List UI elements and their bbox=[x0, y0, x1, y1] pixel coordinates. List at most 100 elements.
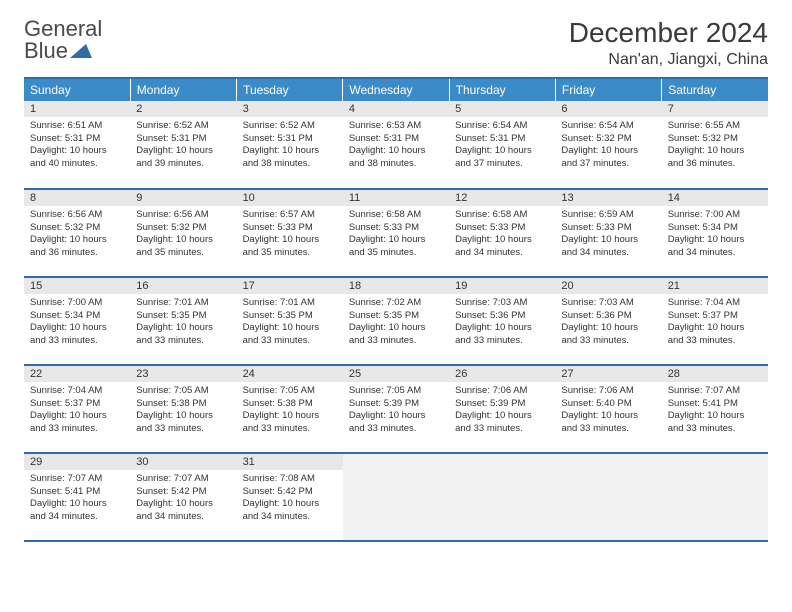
calendar-day-cell: 22Sunrise: 7:04 AMSunset: 5:37 PMDayligh… bbox=[24, 365, 130, 453]
day-body: Sunrise: 7:07 AMSunset: 5:42 PMDaylight:… bbox=[130, 470, 236, 528]
day-body: Sunrise: 6:56 AMSunset: 5:32 PMDaylight:… bbox=[24, 206, 130, 264]
calendar-day-cell: 18Sunrise: 7:02 AMSunset: 5:35 PMDayligh… bbox=[343, 277, 449, 365]
calendar-day-cell: 31Sunrise: 7:08 AMSunset: 5:42 PMDayligh… bbox=[237, 453, 343, 541]
day-number: 29 bbox=[24, 454, 130, 470]
day-body: Sunrise: 6:54 AMSunset: 5:31 PMDaylight:… bbox=[449, 117, 555, 175]
weekday-header: Tuesday bbox=[237, 78, 343, 101]
logo: General Blue bbox=[24, 18, 102, 62]
calendar-week-row: 1Sunrise: 6:51 AMSunset: 5:31 PMDaylight… bbox=[24, 101, 768, 189]
calendar-day-cell: 2Sunrise: 6:52 AMSunset: 5:31 PMDaylight… bbox=[130, 101, 236, 189]
day-body: Sunrise: 7:01 AMSunset: 5:35 PMDaylight:… bbox=[130, 294, 236, 352]
day-number: 31 bbox=[237, 454, 343, 470]
day-number: 28 bbox=[662, 366, 768, 382]
day-number: 20 bbox=[555, 278, 661, 294]
calendar-day-cell: 10Sunrise: 6:57 AMSunset: 5:33 PMDayligh… bbox=[237, 189, 343, 277]
weekday-header: Saturday bbox=[662, 78, 768, 101]
day-body: Sunrise: 7:06 AMSunset: 5:40 PMDaylight:… bbox=[555, 382, 661, 440]
day-body: Sunrise: 7:04 AMSunset: 5:37 PMDaylight:… bbox=[24, 382, 130, 440]
day-body: Sunrise: 6:52 AMSunset: 5:31 PMDaylight:… bbox=[130, 117, 236, 175]
day-number: 27 bbox=[555, 366, 661, 382]
calendar-day-cell: 16Sunrise: 7:01 AMSunset: 5:35 PMDayligh… bbox=[130, 277, 236, 365]
day-body: Sunrise: 7:05 AMSunset: 5:39 PMDaylight:… bbox=[343, 382, 449, 440]
calendar-day-cell: 1Sunrise: 6:51 AMSunset: 5:31 PMDaylight… bbox=[24, 101, 130, 189]
calendar-day-cell: 23Sunrise: 7:05 AMSunset: 5:38 PMDayligh… bbox=[130, 365, 236, 453]
day-number: 2 bbox=[130, 101, 236, 117]
calendar-day-cell: 27Sunrise: 7:06 AMSunset: 5:40 PMDayligh… bbox=[555, 365, 661, 453]
calendar-day-cell: 11Sunrise: 6:58 AMSunset: 5:33 PMDayligh… bbox=[343, 189, 449, 277]
calendar-body: 1Sunrise: 6:51 AMSunset: 5:31 PMDaylight… bbox=[24, 101, 768, 541]
day-number: 26 bbox=[449, 366, 555, 382]
day-number: 9 bbox=[130, 190, 236, 206]
weekday-header: Sunday bbox=[24, 78, 130, 101]
calendar-week-row: 15Sunrise: 7:00 AMSunset: 5:34 PMDayligh… bbox=[24, 277, 768, 365]
calendar-day-cell: 17Sunrise: 7:01 AMSunset: 5:35 PMDayligh… bbox=[237, 277, 343, 365]
calendar-day-cell: 25Sunrise: 7:05 AMSunset: 5:39 PMDayligh… bbox=[343, 365, 449, 453]
day-number: 23 bbox=[130, 366, 236, 382]
day-number: 1 bbox=[24, 101, 130, 117]
weekday-header: Thursday bbox=[449, 78, 555, 101]
day-number: 6 bbox=[555, 101, 661, 117]
calendar-day-cell: 30Sunrise: 7:07 AMSunset: 5:42 PMDayligh… bbox=[130, 453, 236, 541]
calendar-week-row: 29Sunrise: 7:07 AMSunset: 5:41 PMDayligh… bbox=[24, 453, 768, 541]
day-body: Sunrise: 6:58 AMSunset: 5:33 PMDaylight:… bbox=[449, 206, 555, 264]
calendar-day-cell: 8Sunrise: 6:56 AMSunset: 5:32 PMDaylight… bbox=[24, 189, 130, 277]
logo-line1: General bbox=[24, 18, 102, 40]
day-number: 8 bbox=[24, 190, 130, 206]
calendar-day-cell: 20Sunrise: 7:03 AMSunset: 5:36 PMDayligh… bbox=[555, 277, 661, 365]
header: General Blue December 2024 Nan'an, Jiang… bbox=[24, 18, 768, 69]
logo-triangle-icon bbox=[70, 40, 92, 62]
day-number: 17 bbox=[237, 278, 343, 294]
day-body: Sunrise: 6:52 AMSunset: 5:31 PMDaylight:… bbox=[237, 117, 343, 175]
calendar-day-cell: 3Sunrise: 6:52 AMSunset: 5:31 PMDaylight… bbox=[237, 101, 343, 189]
day-body: Sunrise: 7:03 AMSunset: 5:36 PMDaylight:… bbox=[449, 294, 555, 352]
location: Nan'an, Jiangxi, China bbox=[569, 51, 768, 69]
calendar-day-cell: 21Sunrise: 7:04 AMSunset: 5:37 PMDayligh… bbox=[662, 277, 768, 365]
day-body: Sunrise: 6:59 AMSunset: 5:33 PMDaylight:… bbox=[555, 206, 661, 264]
calendar-day-cell: 7Sunrise: 6:55 AMSunset: 5:32 PMDaylight… bbox=[662, 101, 768, 189]
day-body: Sunrise: 7:07 AMSunset: 5:41 PMDaylight:… bbox=[24, 470, 130, 528]
calendar-table: SundayMondayTuesdayWednesdayThursdayFrid… bbox=[24, 77, 768, 542]
calendar-day-cell bbox=[343, 453, 449, 541]
calendar-day-cell bbox=[449, 453, 555, 541]
calendar-day-cell: 26Sunrise: 7:06 AMSunset: 5:39 PMDayligh… bbox=[449, 365, 555, 453]
calendar-day-cell: 13Sunrise: 6:59 AMSunset: 5:33 PMDayligh… bbox=[555, 189, 661, 277]
day-body: Sunrise: 7:00 AMSunset: 5:34 PMDaylight:… bbox=[662, 206, 768, 264]
day-body: Sunrise: 7:06 AMSunset: 5:39 PMDaylight:… bbox=[449, 382, 555, 440]
day-body: Sunrise: 7:03 AMSunset: 5:36 PMDaylight:… bbox=[555, 294, 661, 352]
day-number: 4 bbox=[343, 101, 449, 117]
day-number: 25 bbox=[343, 366, 449, 382]
day-number: 10 bbox=[237, 190, 343, 206]
day-body: Sunrise: 7:05 AMSunset: 5:38 PMDaylight:… bbox=[237, 382, 343, 440]
day-body: Sunrise: 7:08 AMSunset: 5:42 PMDaylight:… bbox=[237, 470, 343, 528]
day-number: 16 bbox=[130, 278, 236, 294]
calendar-day-cell: 19Sunrise: 7:03 AMSunset: 5:36 PMDayligh… bbox=[449, 277, 555, 365]
day-body: Sunrise: 7:05 AMSunset: 5:38 PMDaylight:… bbox=[130, 382, 236, 440]
calendar-week-row: 8Sunrise: 6:56 AMSunset: 5:32 PMDaylight… bbox=[24, 189, 768, 277]
logo-line2: Blue bbox=[24, 40, 102, 62]
calendar-week-row: 22Sunrise: 7:04 AMSunset: 5:37 PMDayligh… bbox=[24, 365, 768, 453]
day-number: 3 bbox=[237, 101, 343, 117]
day-number: 22 bbox=[24, 366, 130, 382]
day-number: 11 bbox=[343, 190, 449, 206]
weekday-header: Monday bbox=[130, 78, 236, 101]
day-number: 7 bbox=[662, 101, 768, 117]
day-number: 19 bbox=[449, 278, 555, 294]
day-body: Sunrise: 6:58 AMSunset: 5:33 PMDaylight:… bbox=[343, 206, 449, 264]
day-body: Sunrise: 6:57 AMSunset: 5:33 PMDaylight:… bbox=[237, 206, 343, 264]
day-body: Sunrise: 6:54 AMSunset: 5:32 PMDaylight:… bbox=[555, 117, 661, 175]
day-number: 21 bbox=[662, 278, 768, 294]
day-body: Sunrise: 6:53 AMSunset: 5:31 PMDaylight:… bbox=[343, 117, 449, 175]
calendar-day-cell: 29Sunrise: 7:07 AMSunset: 5:41 PMDayligh… bbox=[24, 453, 130, 541]
calendar-day-cell: 14Sunrise: 7:00 AMSunset: 5:34 PMDayligh… bbox=[662, 189, 768, 277]
calendar-day-cell: 24Sunrise: 7:05 AMSunset: 5:38 PMDayligh… bbox=[237, 365, 343, 453]
day-number: 5 bbox=[449, 101, 555, 117]
weekday-header: Wednesday bbox=[343, 78, 449, 101]
calendar-day-cell: 4Sunrise: 6:53 AMSunset: 5:31 PMDaylight… bbox=[343, 101, 449, 189]
calendar-day-cell: 28Sunrise: 7:07 AMSunset: 5:41 PMDayligh… bbox=[662, 365, 768, 453]
day-body: Sunrise: 7:04 AMSunset: 5:37 PMDaylight:… bbox=[662, 294, 768, 352]
weekday-header: Friday bbox=[555, 78, 661, 101]
day-number: 30 bbox=[130, 454, 236, 470]
day-body: Sunrise: 7:01 AMSunset: 5:35 PMDaylight:… bbox=[237, 294, 343, 352]
day-number: 15 bbox=[24, 278, 130, 294]
day-number: 12 bbox=[449, 190, 555, 206]
